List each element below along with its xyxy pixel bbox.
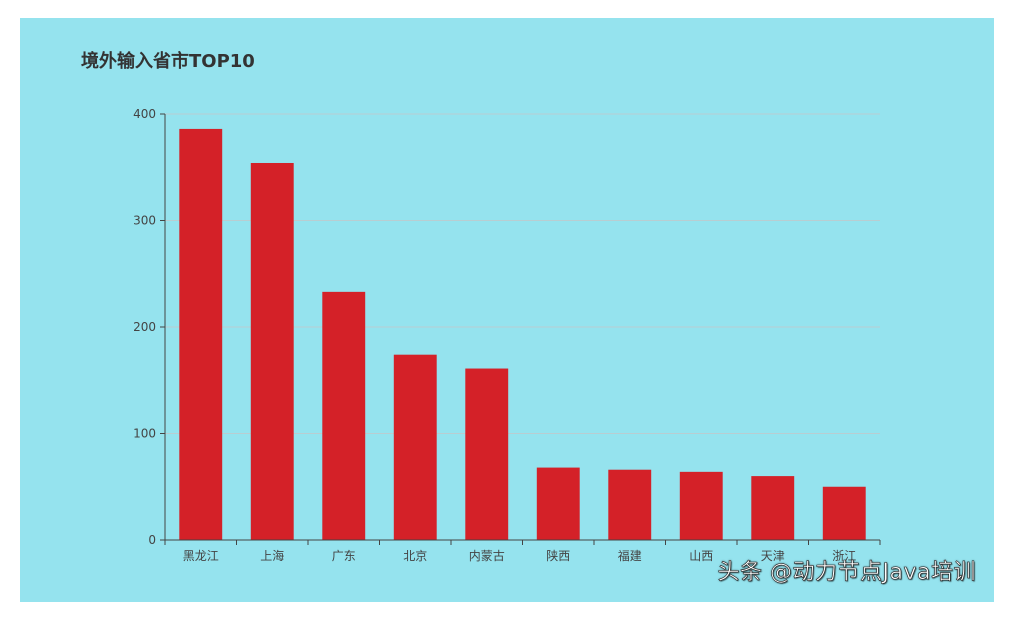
watermark-text: 头条 @动力节点Java培训 <box>717 560 976 586</box>
y-tick-label-100: 100 <box>133 427 156 441</box>
x-tick-label-陕西: 陕西 <box>546 548 570 563</box>
bar-上海 <box>250 162 294 541</box>
y-tick-labels: 0 100 200 300 400 <box>133 107 156 547</box>
x-tick-label-上海: 上海 <box>260 548 284 563</box>
y-tick-label-200: 200 <box>133 320 156 334</box>
y-tick-label-0: 0 <box>148 533 156 547</box>
y-tick-label-400: 400 <box>133 107 156 121</box>
bar-广东 <box>322 291 366 540</box>
x-tick-label-福建: 福建 <box>618 548 642 563</box>
bar-黑龙江 <box>179 128 223 540</box>
y-tick-label-300: 300 <box>133 214 156 228</box>
bar-山西 <box>679 471 723 540</box>
bar-陕西 <box>536 467 580 540</box>
axes <box>160 113 881 545</box>
x-tick-label-广东: 广东 <box>332 549 356 563</box>
bar-chart: 境外输入省市TOP10 0 100 200 300 400 黑龙江 上海 广东 北京 内蒙古 陕西… <box>81 50 881 563</box>
chart-panel: 境外输入省市TOP10 0 100 200 300 400 黑龙江 上海 广东 北京 内蒙古 陕西… <box>20 18 994 602</box>
chart-title: 境外输入省市TOP10 <box>81 50 255 72</box>
x-tick-label-北京: 北京 <box>403 549 427 563</box>
bars <box>179 128 866 541</box>
bar-福建 <box>608 469 652 540</box>
bar-浙江 <box>822 486 866 540</box>
x-tick-labels: 黑龙江 上海 广东 北京 内蒙古 陕西 福建 山西 天津 浙江 <box>183 548 857 563</box>
x-tick-label-浙江: 浙江 <box>832 549 856 563</box>
x-tick-label-山西: 山西 <box>689 549 713 563</box>
bar-内蒙古 <box>465 368 509 540</box>
bar-北京 <box>393 354 437 540</box>
x-tick-label-天津: 天津 <box>761 549 785 563</box>
x-tick-label-内蒙古: 内蒙古 <box>469 548 505 563</box>
bar-天津 <box>751 476 795 540</box>
x-tick-label-黑龙江: 黑龙江 <box>183 549 219 563</box>
